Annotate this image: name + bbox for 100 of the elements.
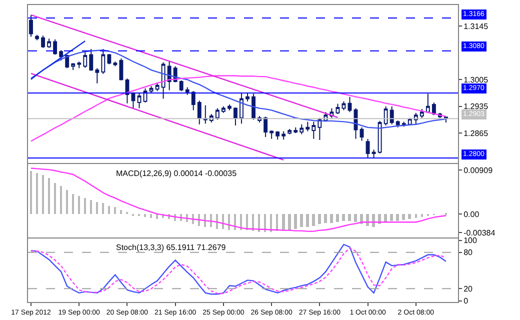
bar — [54, 182, 56, 214]
candlestick — [240, 92, 244, 124]
y-tick-label: 0.00909 — [464, 166, 494, 176]
candlestick — [234, 107, 238, 126]
bar — [264, 214, 266, 232]
bar — [282, 214, 285, 230]
bar — [258, 214, 260, 232]
bar — [60, 186, 62, 214]
candlestick — [185, 86, 190, 96]
bar — [372, 214, 375, 227]
bar — [408, 214, 411, 219]
candlestick — [318, 117, 322, 141]
candlestick — [191, 90, 196, 111]
candlestick — [107, 53, 112, 65]
y-tick-label: 100 — [464, 236, 478, 246]
candlestick — [65, 54, 70, 69]
bar — [252, 214, 254, 231]
bar — [30, 170, 32, 214]
bar — [66, 190, 68, 214]
bar — [72, 194, 74, 214]
candlestick — [360, 126, 364, 142]
bar — [306, 214, 309, 227]
candlestick — [41, 35, 46, 48]
bar — [330, 214, 333, 223]
candlestick — [276, 130, 280, 140]
y-tick-label: 80 — [464, 248, 474, 258]
bar — [366, 214, 369, 226]
y-tick-label: 0.00 — [464, 210, 480, 219]
y-tick-label: -0.00384 — [464, 228, 496, 238]
candlestick — [203, 104, 208, 124]
bar — [342, 214, 345, 221]
bar — [396, 214, 399, 221]
candlestick — [35, 34, 39, 41]
candlestick — [71, 62, 76, 71]
candlestick — [432, 102, 436, 116]
candlestick — [197, 100, 202, 125]
bar — [90, 200, 92, 214]
bar — [294, 214, 297, 229]
candlestick — [420, 108, 424, 118]
bar — [348, 214, 351, 221]
candlestick — [294, 126, 298, 134]
bar — [240, 214, 242, 230]
bar — [318, 214, 321, 224]
bar — [415, 214, 417, 218]
line-series — [30, 75, 447, 142]
candlestick — [131, 92, 136, 109]
bar — [288, 214, 291, 230]
bar — [378, 214, 381, 224]
candlestick — [264, 116, 268, 138]
candlestick — [306, 121, 310, 132]
bar — [390, 214, 393, 221]
candlestick — [384, 106, 388, 126]
candlestick — [342, 100, 346, 111]
bar — [228, 214, 230, 230]
candlestick — [179, 80, 184, 92]
bar — [276, 214, 278, 231]
bar — [324, 214, 327, 223]
candlestick — [390, 106, 394, 125]
bar — [312, 214, 315, 226]
candlestick — [77, 61, 82, 69]
candlestick — [228, 104, 232, 111]
line-series — [30, 168, 447, 232]
bar — [210, 214, 212, 227]
candlestick — [246, 92, 250, 102]
candlestick — [47, 38, 52, 48]
bar — [108, 206, 110, 214]
candlestick — [155, 82, 160, 92]
candlestick — [300, 124, 304, 135]
y-tick-label: 1.2935 — [464, 102, 489, 112]
bar — [36, 172, 38, 214]
candlestick — [372, 149, 376, 159]
candlestick — [29, 14, 33, 38]
line-series — [30, 50, 447, 129]
bar — [114, 206, 116, 214]
y-tick-label: 1.2865 — [464, 128, 489, 138]
candlestick — [215, 108, 220, 120]
bar — [216, 214, 218, 229]
bar — [120, 210, 122, 214]
bar — [222, 214, 224, 229]
y-tick-label: 1.3005 — [464, 75, 489, 84]
candlestick — [221, 106, 226, 114]
bar — [156, 214, 158, 219]
y-tick-label: 20 — [464, 284, 474, 294]
candlestick — [288, 128, 292, 135]
bar — [102, 202, 104, 214]
bar — [150, 214, 152, 218]
candlestick — [119, 58, 124, 81]
candlestick — [396, 120, 400, 128]
candlestick — [402, 121, 406, 128]
bar — [144, 214, 146, 217]
candlestick — [348, 96, 352, 113]
text: Stoch(13,3,3) 65.1911 71.2679 — [116, 243, 226, 252]
candlestick — [137, 92, 142, 109]
candlestick — [101, 48, 106, 74]
candlestick — [149, 86, 154, 94]
candlestick — [252, 93, 256, 120]
bar — [421, 214, 423, 217]
bar — [246, 214, 248, 230]
candlestick — [282, 130, 286, 140]
bar — [42, 174, 44, 214]
